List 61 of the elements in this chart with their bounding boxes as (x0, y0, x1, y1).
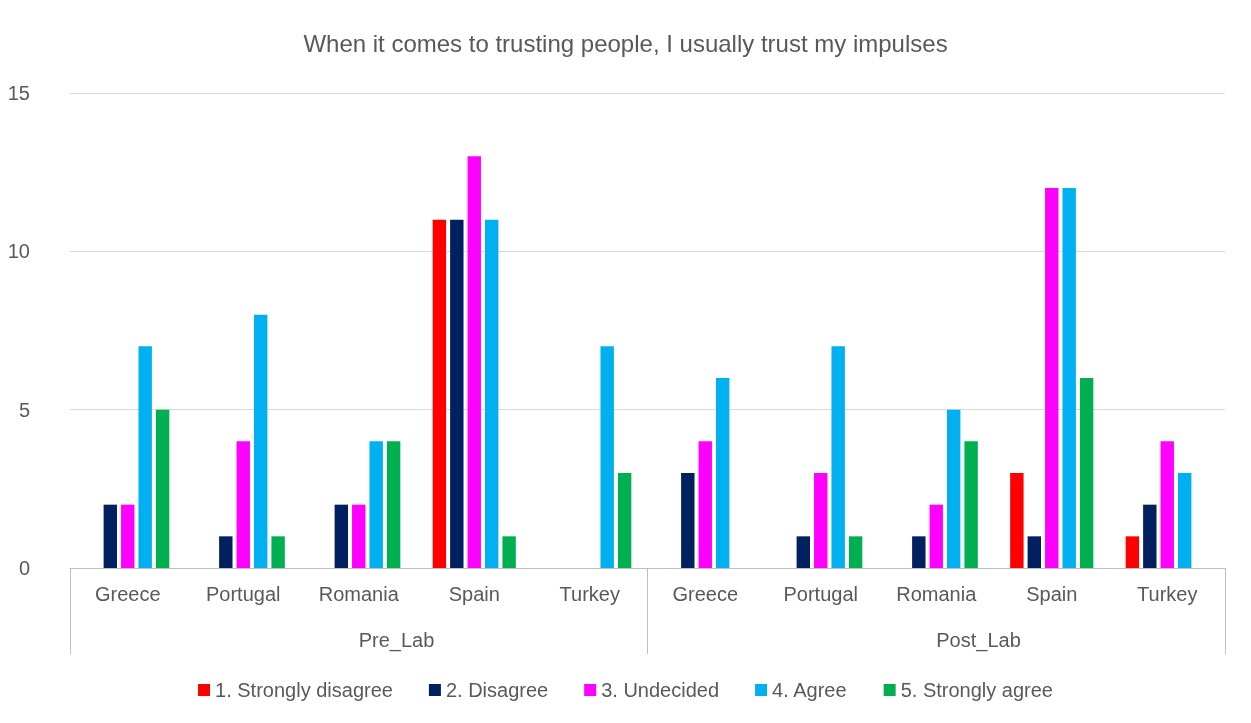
bar (1125, 536, 1140, 568)
x-tick-label: Romania (896, 583, 978, 605)
bar (814, 473, 828, 568)
bar (369, 441, 383, 568)
bar (964, 441, 978, 568)
bar (121, 504, 135, 568)
chart-title: When it comes to trusting people, I usually trust my impulses (303, 29, 948, 57)
bar (484, 219, 499, 568)
bar (1045, 188, 1059, 568)
y-tick-label: 15 (7, 82, 30, 104)
bar (1160, 441, 1174, 568)
bar (155, 409, 170, 568)
y-tick-label: 0 (18, 557, 30, 579)
bar (848, 536, 863, 568)
x-tick-label: Portugal (783, 583, 858, 605)
bar (450, 219, 464, 568)
bar (103, 504, 118, 568)
bar (334, 504, 349, 568)
x-tick-label: Portugal (206, 583, 281, 605)
bar (600, 346, 614, 568)
y-tick-label: 10 (7, 240, 30, 263)
bar (352, 504, 366, 568)
bar (467, 156, 481, 568)
x-tick-label: Turkey (559, 583, 620, 605)
bar (1143, 504, 1157, 568)
x-tick-label: Spain (448, 583, 500, 605)
legend-label: 5. Strongly agree (900, 679, 1053, 701)
bar (698, 441, 712, 568)
bar (253, 314, 268, 568)
x-tick-label: Romania (318, 583, 400, 605)
bar (432, 219, 447, 568)
bar (831, 346, 845, 568)
bar (946, 409, 961, 568)
legend-label: 2. Disagree (445, 679, 549, 701)
text: Pre_Lab (358, 629, 435, 652)
bar (219, 536, 233, 568)
x-tick-label: Greece (672, 583, 739, 605)
bar (1079, 378, 1094, 568)
legend-label: 4. Agree (772, 679, 847, 701)
y-tick-label: 5 (18, 398, 30, 421)
bar (1062, 188, 1076, 568)
bar (236, 441, 250, 568)
x-tick-label: Greece (94, 583, 161, 605)
bar (715, 378, 730, 568)
bar (386, 441, 401, 568)
bar (617, 473, 632, 568)
bar (1010, 473, 1024, 568)
bar (912, 536, 926, 568)
bar (1027, 536, 1042, 568)
bar (502, 536, 516, 568)
bar (271, 536, 285, 568)
x-tick-label: Turkey (1137, 583, 1198, 605)
legend-label: 3. Undecided (601, 679, 720, 701)
bar (929, 504, 943, 568)
x-tick-label: Spain (1026, 583, 1078, 605)
bar (796, 536, 811, 568)
bar (138, 346, 152, 568)
legend-label: 1. Strongly disagree (215, 679, 393, 701)
text: Post_Lab (936, 629, 1021, 652)
bar (1177, 473, 1192, 568)
bar (681, 473, 695, 568)
